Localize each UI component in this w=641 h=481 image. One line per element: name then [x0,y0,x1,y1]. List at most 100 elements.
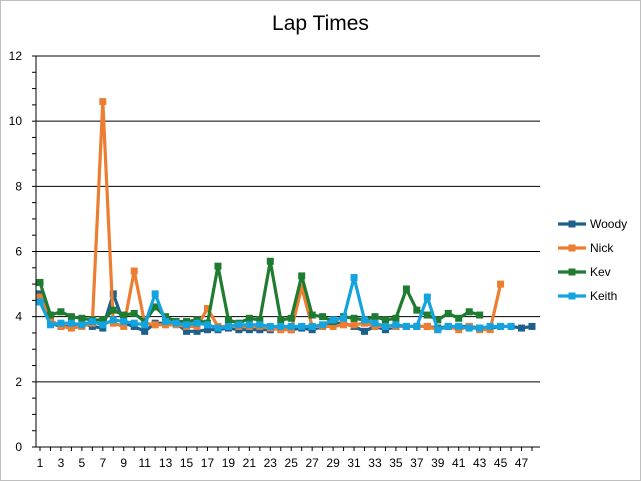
x-tick-label: 29 [326,456,340,470]
data-point [329,316,337,324]
data-point [361,327,369,335]
data-point [141,321,149,329]
data-point [57,319,65,327]
legend: Woody Nick Kev Keith [558,217,627,303]
data-point [277,316,285,324]
y-tick-label: 0 [15,440,22,454]
data-point [308,311,316,319]
data-point [392,321,400,329]
data-point [423,311,431,319]
data-point [151,321,159,329]
data-point [413,306,421,314]
data-point [340,321,348,329]
legend-marker-kev [568,268,576,276]
data-point [120,311,128,319]
series-line [38,100,503,332]
x-tick-label: 13 [159,456,173,470]
data-point [350,321,358,329]
series-nick [36,98,505,334]
x-tick-label: 3 [58,456,65,470]
data-point [455,322,463,330]
gridlines [36,55,540,383]
x-tick-label: 23 [264,456,278,470]
data-point [402,285,410,293]
data-point [455,314,463,322]
data-point [162,313,170,321]
x-tick-label: 47 [515,456,529,470]
data-point [340,314,348,322]
x-tick-label: 25 [285,456,299,470]
data-point [162,318,170,326]
data-point [193,319,201,327]
data-point [67,319,75,327]
data-point [141,327,149,335]
x-tick-label: 11 [138,456,151,470]
legend-marker-woody [568,220,576,228]
data-point [183,321,191,329]
data-point [245,314,253,322]
data-point [434,316,442,324]
data-point [151,303,159,311]
x-tick-label: 41 [452,456,466,470]
data-point [235,321,243,329]
data-point [36,298,44,306]
data-point [36,278,44,286]
data-point [130,309,138,317]
y-tick-label: 6 [15,245,22,259]
data-point [203,321,211,329]
y-tick-label: 12 [9,49,23,63]
data-point [99,98,107,106]
x-tick-label: 43 [473,456,487,470]
data-point [224,322,232,330]
data-point [298,322,306,330]
chart-title: Lap Times [272,12,369,35]
data-point [99,321,107,329]
data-point [130,267,138,275]
data-point [402,322,410,330]
data-point [256,316,264,324]
axes [32,55,540,448]
data-point [518,324,526,332]
series-keith [36,274,515,334]
data-point [371,319,379,327]
data-point [319,313,327,321]
x-tick-label: 21 [243,456,257,470]
data-point [203,305,211,313]
data-point [120,322,128,330]
data-point [361,316,369,324]
data-point [507,322,515,330]
x-tick-label: 39 [431,456,445,470]
x-tick-label: 5 [79,456,86,470]
data-point [371,313,379,321]
data-point [444,322,452,330]
data-point [486,322,494,330]
data-point [130,319,138,327]
data-point [172,319,180,327]
data-point [423,322,431,330]
y-tick-label: 10 [9,114,23,128]
data-point [245,321,253,329]
data-point [413,322,421,330]
data-point [329,322,337,330]
legend-marker-nick [568,244,576,252]
data-point [381,322,389,330]
y-tick-label: 4 [15,310,22,324]
data-point [465,324,473,332]
data-point [193,327,201,335]
data-point [120,318,128,326]
x-tick-label: 35 [389,456,403,470]
x-tick-label: 31 [347,456,361,470]
legend-marker-keith [568,292,576,300]
data-point [444,309,452,317]
legend-label-keith: Keith [590,289,617,303]
y-axis-ticks: 0 2 4 6 8 10 12 [9,49,23,454]
data-point [46,316,54,324]
data-point [476,324,484,332]
data-point [434,326,442,334]
x-tick-label: 33 [368,456,382,470]
data-point [392,314,400,322]
y-tick-label: 8 [15,179,22,193]
data-point [528,322,536,330]
x-tick-label: 19 [222,456,236,470]
